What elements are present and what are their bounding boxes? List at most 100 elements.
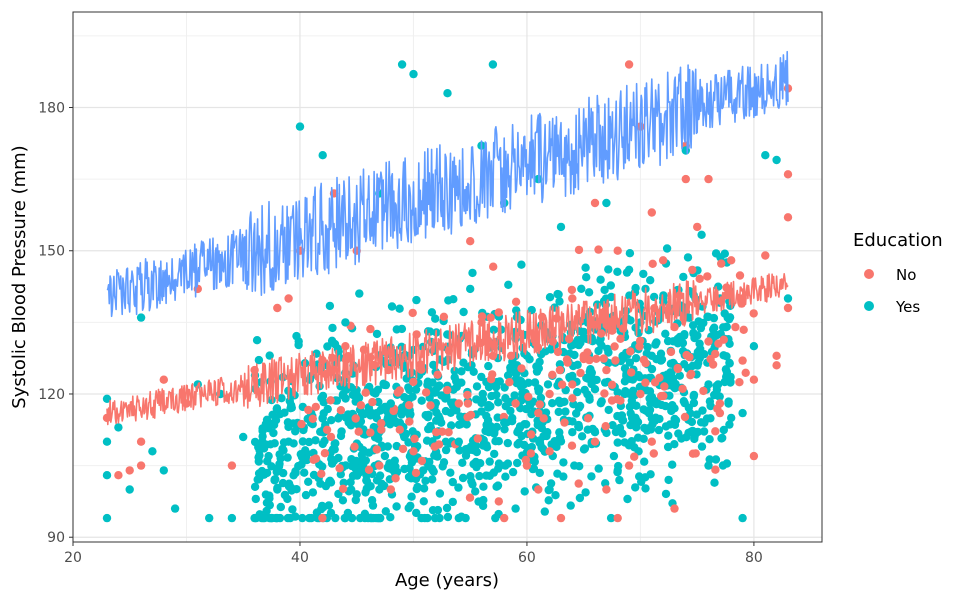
point-no (432, 428, 441, 437)
point-no (574, 479, 583, 488)
point-yes (772, 155, 781, 165)
point-yes (551, 491, 560, 500)
point-yes (337, 427, 346, 436)
point-no (500, 513, 509, 523)
point-yes (568, 417, 577, 426)
point-no (486, 313, 495, 322)
point-yes (527, 442, 536, 452)
point-yes (364, 448, 374, 457)
point-yes (262, 468, 272, 478)
point-yes (700, 418, 709, 427)
point-no (351, 414, 360, 423)
point-no (783, 213, 793, 222)
point-yes (424, 424, 433, 434)
point-yes (352, 490, 361, 499)
point-yes (383, 442, 392, 451)
point-yes (291, 468, 300, 478)
point-yes (506, 363, 515, 372)
point-yes (454, 437, 463, 446)
point-no (136, 437, 146, 446)
point-yes (264, 451, 273, 461)
point-yes (590, 385, 600, 394)
point-yes (284, 437, 293, 446)
point-yes (442, 503, 452, 513)
point-no (739, 325, 748, 334)
point-yes (429, 360, 438, 370)
point-yes (351, 456, 361, 466)
point-yes (392, 441, 401, 451)
point-yes (613, 466, 622, 475)
point-no (545, 389, 554, 399)
point-no (650, 378, 660, 387)
point-yes (613, 267, 622, 276)
point-yes (392, 325, 401, 334)
point-no (567, 441, 577, 450)
point-yes (254, 355, 264, 365)
point-yes (354, 420, 363, 430)
point-no (505, 378, 514, 387)
point-yes (530, 378, 540, 387)
point-yes (422, 436, 432, 445)
point-yes (579, 327, 588, 337)
point-no (657, 391, 666, 401)
point-no (557, 380, 567, 389)
point-yes (296, 450, 305, 459)
point-yes (581, 488, 590, 497)
point-yes (620, 389, 629, 399)
point-no (466, 410, 476, 420)
point-yes (372, 476, 382, 485)
legend-title: Education (853, 230, 943, 251)
point-yes (581, 263, 590, 272)
point-yes (639, 434, 648, 443)
point-yes (661, 489, 671, 499)
point-no (647, 437, 656, 446)
point-no (311, 402, 320, 412)
point-yes (421, 476, 430, 485)
point-yes (577, 432, 587, 441)
point-yes (685, 313, 694, 322)
point-no (590, 198, 600, 208)
point-no (691, 449, 700, 458)
point-yes (639, 269, 648, 279)
point-no (761, 251, 770, 260)
point-yes (317, 394, 326, 403)
point-yes (252, 336, 262, 345)
point-yes (489, 325, 498, 334)
point-yes (443, 512, 453, 522)
point-no (439, 312, 449, 321)
point-yes (491, 513, 500, 523)
point-no (317, 469, 326, 478)
point-yes (494, 437, 503, 446)
point-yes (428, 506, 438, 515)
point-yes (283, 453, 292, 462)
point-no (159, 375, 168, 384)
point-yes (655, 414, 664, 424)
point-yes (298, 513, 307, 523)
point-no (699, 386, 708, 396)
point-no (594, 245, 603, 254)
point-yes (639, 405, 648, 414)
point-yes (640, 457, 649, 466)
point-no (433, 370, 442, 379)
point-yes (441, 406, 451, 416)
point-no (466, 237, 475, 246)
point-yes (537, 423, 546, 433)
point-yes (555, 360, 565, 369)
point-no (522, 461, 532, 470)
point-no (526, 449, 536, 458)
point-yes (170, 504, 180, 513)
point-no (555, 365, 565, 375)
y-tick-label: 90 (47, 530, 65, 546)
point-yes (409, 69, 418, 79)
point-no (548, 370, 557, 379)
point-no (494, 497, 503, 506)
point-yes (411, 385, 421, 394)
point-yes (454, 513, 463, 523)
point-yes (477, 372, 486, 382)
point-yes (404, 383, 413, 392)
point-no (463, 390, 472, 400)
point-no (660, 382, 669, 391)
point-yes (513, 458, 522, 468)
point-yes (697, 230, 706, 239)
point-yes (287, 486, 296, 495)
